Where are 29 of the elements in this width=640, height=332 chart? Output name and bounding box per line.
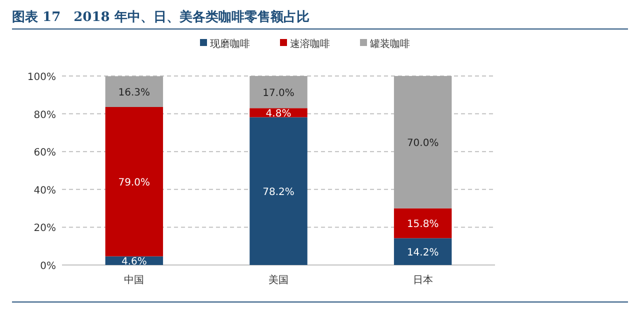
- y-tick-label: 60%: [34, 148, 56, 159]
- x-tick-label: 中国: [124, 274, 144, 286]
- data-label: 79.0%: [118, 178, 150, 189]
- bar: [394, 76, 452, 208]
- bar: [394, 208, 452, 238]
- y-tick-label: 40%: [34, 185, 56, 196]
- y-tick-label: 0%: [40, 261, 56, 272]
- data-label: 17.0%: [262, 88, 294, 100]
- data-label: 16.3%: [118, 88, 150, 99]
- bar: [250, 117, 308, 265]
- data-label: 14.2%: [406, 248, 439, 259]
- x-tick-label: 日本: [412, 274, 433, 286]
- legend-label: 速溶咖啡: [290, 38, 330, 50]
- legend-label: 现磨咖啡: [210, 38, 250, 50]
- bar: [105, 76, 164, 107]
- legend-label: 罐装咖啡: [370, 38, 410, 50]
- y-tick-label: 100%: [27, 72, 56, 83]
- data-label: 4.6%: [121, 256, 147, 268]
- y-tick-label: 20%: [34, 223, 56, 234]
- y-tick-label: 80%: [34, 110, 56, 121]
- bar: [394, 238, 452, 265]
- data-label: 78.2%: [262, 187, 294, 198]
- data-label: 15.8%: [406, 219, 439, 230]
- data-label: 4.8%: [266, 108, 292, 120]
- chart-title: 图表 17 2018 年中、日、美各类咖啡零售额占比: [12, 9, 310, 25]
- x-tick-label: 美国: [268, 274, 288, 286]
- bar: [105, 106, 164, 256]
- data-label: 70.0%: [406, 138, 439, 150]
- bar: [250, 76, 308, 108]
